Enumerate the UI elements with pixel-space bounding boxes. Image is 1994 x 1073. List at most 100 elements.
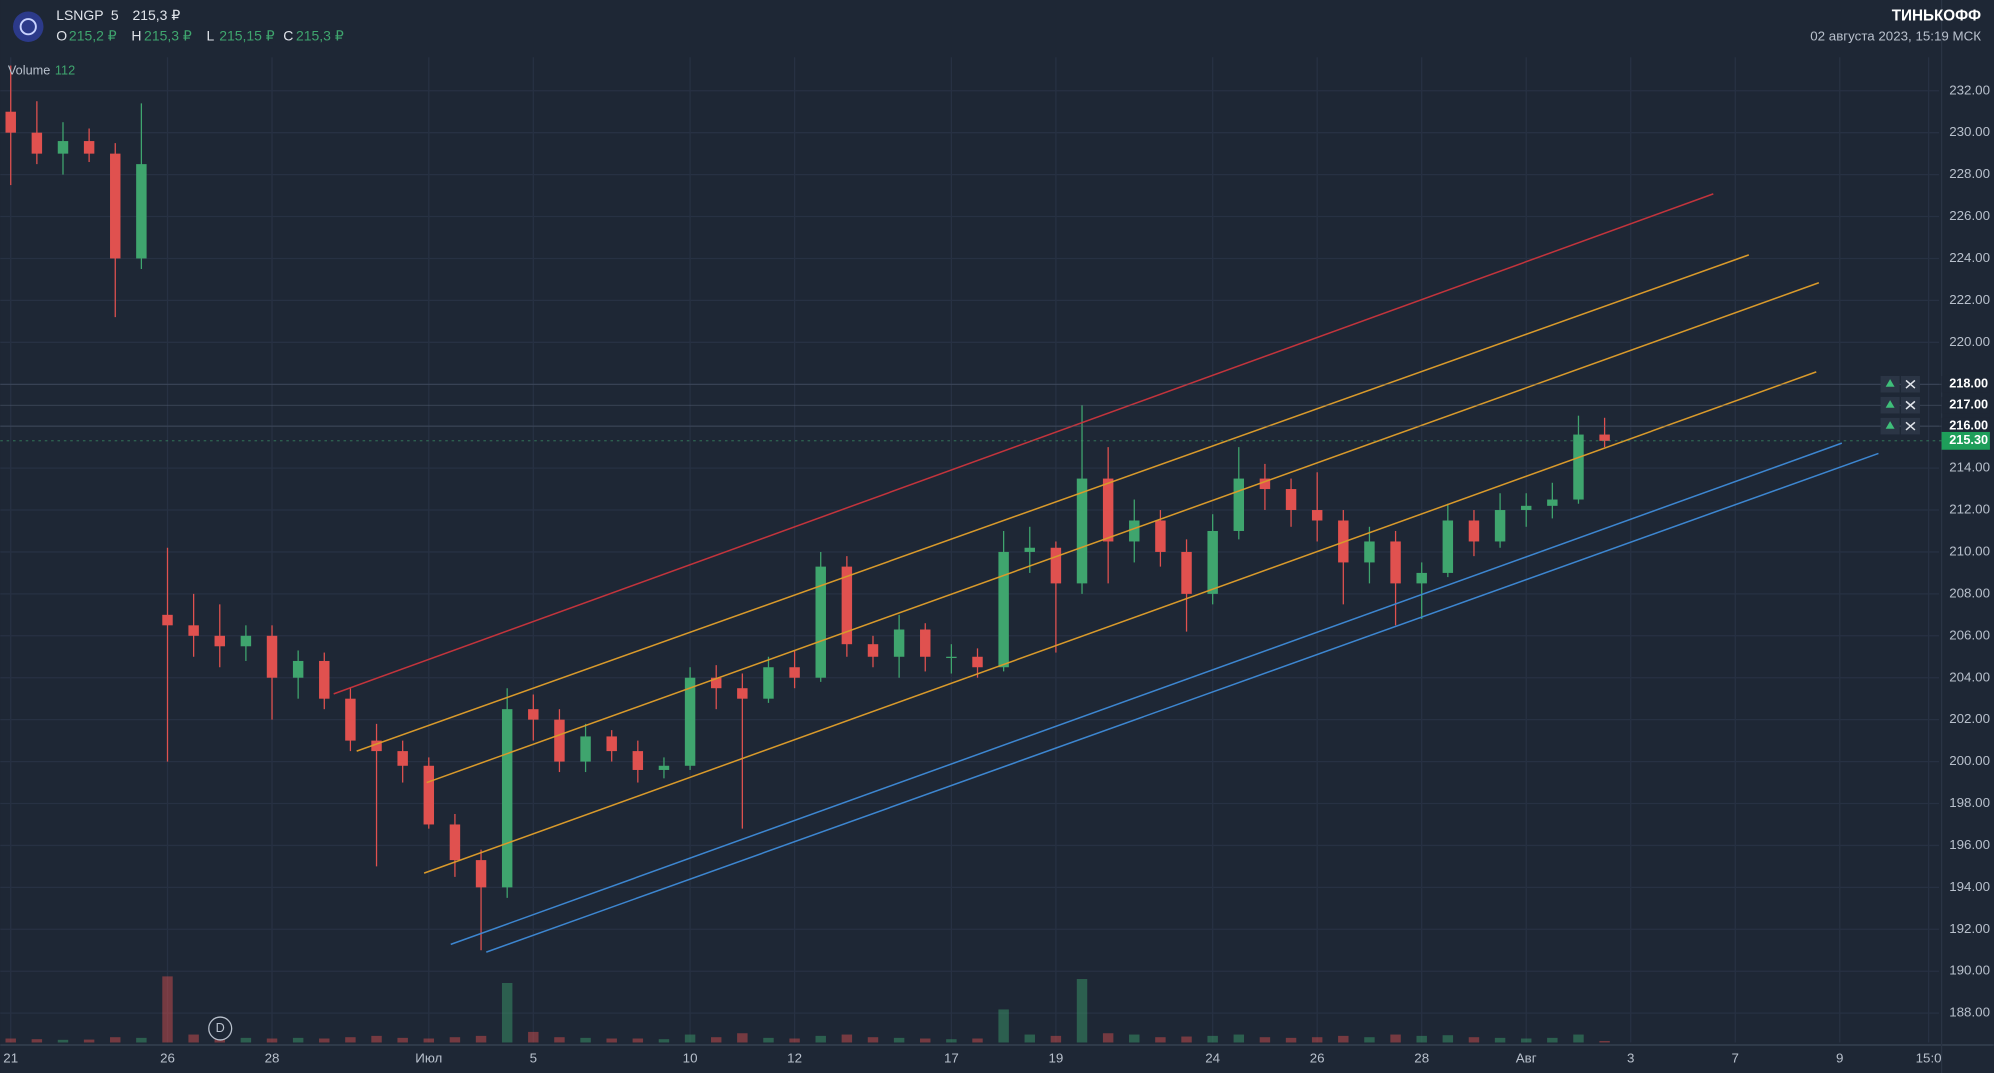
marker[interactable]: D <box>216 1020 225 1035</box>
alert-label-box <box>1941 375 1990 393</box>
y-tick-label: 192.00 <box>1949 921 1990 936</box>
ohlc: O 215,2 ₽ H 215,3 ₽ L 215,15 ₽ C 215,3 ₽ <box>56 28 344 44</box>
y-tick-label: 200.00 <box>1949 753 1990 768</box>
volume-bar <box>5 1038 16 1043</box>
trend-line <box>333 193 1714 695</box>
volume-bar <box>1050 1035 1062 1043</box>
x-tick-label: 12 <box>787 1051 802 1066</box>
x-tick-label: 3 <box>1627 1051 1634 1066</box>
y-tick-label: 194.00 <box>1949 879 1990 894</box>
volume-bar <box>998 1009 1009 1043</box>
volume-bar <box>1259 1037 1271 1043</box>
y-tick-label: 208.00 <box>1949 585 1990 600</box>
candle-body <box>737 688 748 699</box>
volume-bar <box>319 1038 330 1043</box>
candle-body <box>188 625 199 636</box>
y-tick-label: 224.00 <box>1949 250 1990 265</box>
volume-bar <box>1364 1037 1375 1043</box>
volume-bar <box>1390 1034 1401 1043</box>
volume-bar <box>710 1037 722 1043</box>
candle-body <box>136 164 147 259</box>
last-price-label: 215.30 <box>1949 432 1988 447</box>
y-tick-label: 198.00 <box>1949 795 1990 810</box>
y-tick-label: 220.00 <box>1949 334 1990 349</box>
candle-body <box>1285 489 1297 511</box>
ohlc-value: 215,3 ₽ <box>144 28 192 44</box>
volume-bar <box>292 1037 304 1043</box>
candle-body <box>1494 510 1506 542</box>
candle-body <box>998 551 1009 668</box>
y-tick-label: 228.00 <box>1949 166 1990 181</box>
y-tick-label: 210.00 <box>1949 543 1990 558</box>
ohlc-value: 215,15 ₽ <box>219 28 275 44</box>
ohlc-key: L <box>206 28 214 44</box>
candle-body <box>31 132 43 154</box>
volume-bar <box>501 982 513 1043</box>
candle-body <box>528 709 539 720</box>
price: 215,3 ₽ <box>132 7 180 23</box>
volume-bar <box>1129 1034 1140 1043</box>
candle-body <box>1181 551 1192 594</box>
alert-close[interactable] <box>1905 421 1916 431</box>
candle-body <box>606 736 617 752</box>
y-tick-label: 202.00 <box>1949 711 1990 726</box>
volume-bar <box>606 1038 617 1043</box>
x-tick-label: 21 <box>3 1051 18 1066</box>
volume-bar <box>449 1037 461 1043</box>
volume-bar <box>920 1038 931 1043</box>
volume-bar <box>57 1039 69 1043</box>
alert-label-box <box>1941 396 1990 414</box>
candle-body <box>1547 499 1558 506</box>
candle-body <box>815 566 826 678</box>
candle-body <box>658 765 670 770</box>
volume-bar <box>475 1035 487 1043</box>
candle-body <box>501 709 513 888</box>
alert-bell[interactable] <box>1885 421 1895 429</box>
alert-close[interactable] <box>1905 400 1916 410</box>
x-tick-label: 15:0 <box>1916 1051 1942 1066</box>
ohlc-key: O <box>56 28 67 44</box>
candle-body <box>319 660 330 699</box>
volume-label: Volume <box>8 63 50 78</box>
volume-bar <box>815 1035 826 1043</box>
volume-bar <box>789 1038 800 1043</box>
alert-bell[interactable] <box>1885 379 1895 387</box>
volume-bar <box>1024 1034 1035 1043</box>
alert-close[interactable] <box>1905 379 1916 389</box>
alert-bell[interactable] <box>1885 400 1895 408</box>
volume-bar <box>1442 1035 1454 1043</box>
candle-body <box>1468 520 1480 542</box>
volume-bar <box>528 1031 539 1043</box>
candle-body <box>162 614 173 626</box>
alert-label: 216.00 <box>1949 418 1988 433</box>
marker-circle[interactable] <box>208 1016 233 1041</box>
candle-body <box>684 677 696 766</box>
ticker: LSNGP <box>56 7 103 23</box>
volume-bar <box>1102 1033 1114 1043</box>
alert-label: 217.00 <box>1949 397 1988 412</box>
alert-label-box <box>1941 417 1990 435</box>
trend-line <box>423 371 1817 874</box>
candle-body <box>1259 478 1271 490</box>
y-tick-label: 214.00 <box>1949 460 1990 475</box>
x-tick-label: 28 <box>1414 1051 1429 1066</box>
ohlc-value: 215,3 ₽ <box>296 28 344 44</box>
candle-body <box>1076 478 1088 584</box>
volume-bar <box>632 1038 644 1043</box>
volume-bar <box>1599 1041 1610 1043</box>
volume-bar <box>1285 1037 1297 1043</box>
ohlc-key: H <box>131 28 141 44</box>
logo-inner <box>19 18 37 36</box>
x-tick-label: 19 <box>1048 1051 1063 1066</box>
volume-bar <box>972 1038 983 1043</box>
candle-body <box>345 698 356 741</box>
alert-label: 218.00 <box>1949 376 1988 391</box>
volume-bar <box>1181 1036 1192 1043</box>
y-tick-label: 206.00 <box>1949 627 1990 642</box>
volume-bar <box>737 1033 748 1043</box>
y-tick-label: 232.00 <box>1949 82 1990 97</box>
